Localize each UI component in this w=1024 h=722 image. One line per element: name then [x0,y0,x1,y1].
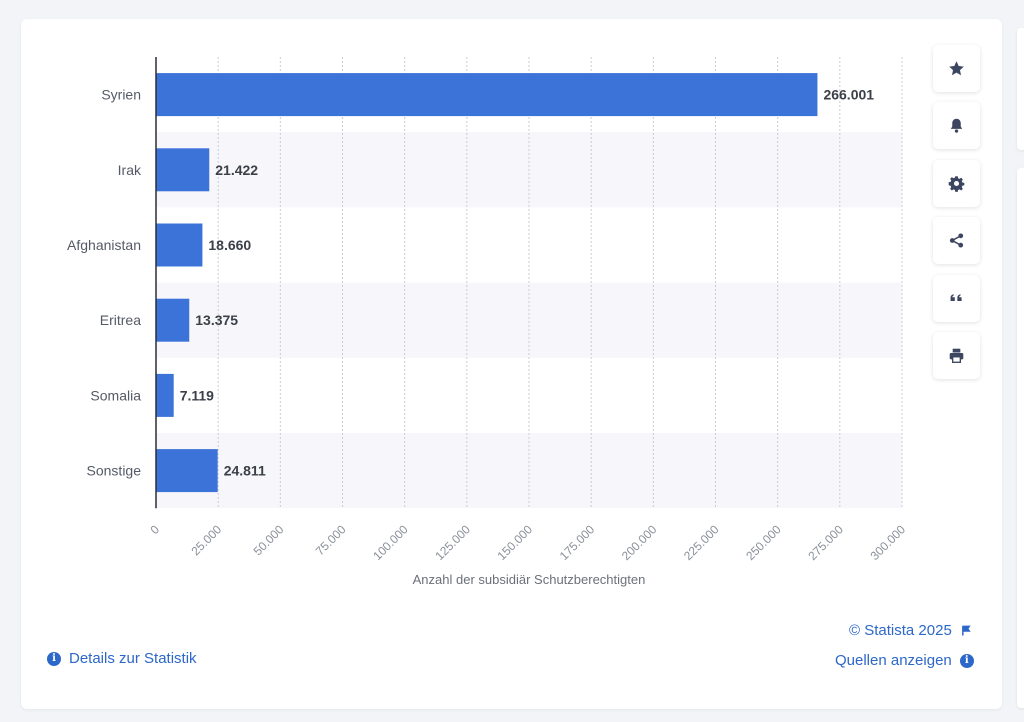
category-label: Afghanistan [67,237,141,253]
bell-icon [950,118,963,133]
x-tick-label: 300.000 [868,522,909,563]
value-labels: 266.001 21.422 18.660 13.375 7.119 24.811 [180,87,875,479]
x-tick-label: 25.000 [188,522,224,558]
x-tick-labels: 0 25.000 50.000 75.000 100.000 125.000 150.000… [147,522,908,563]
copyright-text: © Statista 2025 [849,622,952,639]
details-link[interactable]: i Details zur Statistik [47,650,197,667]
category-labels: Syrien Irak Afghanistan Eritrea Somalia Sonst… [67,87,142,479]
x-tick-label: 75.000 [313,522,349,558]
quote-icon [950,294,962,302]
bar[interactable] [156,223,203,267]
value-label: 7.119 [180,387,214,403]
notification-button[interactable] [933,102,980,149]
details-label: Details zur Statistik [69,650,197,667]
gear-icon [948,176,965,192]
value-label: 13.375 [195,312,238,328]
sources-label: Quellen anzeigen [835,652,952,669]
x-tick-label: 275.000 [805,522,846,563]
cite-button[interactable] [933,275,980,322]
printer-icon [949,348,964,363]
row-bands [156,132,902,509]
copyright-link[interactable]: © Statista 2025 [849,622,972,639]
sources-link[interactable]: Quellen anzeigen i [835,652,974,669]
adjacent-panel-edge [1017,28,1024,150]
x-tick-label: 250.000 [743,522,784,563]
category-label: Eritrea [100,312,141,328]
bar[interactable] [156,449,218,493]
bar[interactable] [156,298,190,342]
bar[interactable] [156,73,818,117]
info-icon: i [47,651,61,666]
category-label: Irak [118,162,142,178]
share-button[interactable] [933,217,980,264]
settings-button[interactable] [933,160,980,207]
value-label: 266.001 [823,87,874,103]
x-tick-label: 50.000 [251,522,287,558]
x-tick-label: 225.000 [681,522,722,563]
x-tick-label: 150.000 [495,522,536,563]
value-label: 24.811 [224,463,266,479]
print-button[interactable] [933,332,980,379]
x-tick-label: 175.000 [557,522,598,563]
value-label: 21.422 [215,162,258,178]
bar[interactable] [156,148,210,192]
x-tick-label: 100.000 [370,522,411,563]
share-icon [949,233,964,248]
bar[interactable] [156,373,174,417]
info-icon: i [959,653,974,668]
category-label: Sonstige [87,463,142,479]
bars [156,73,818,493]
star-icon [949,61,964,76]
x-tick-label: 0 [147,522,162,537]
flag-icon [961,625,971,636]
category-label: Syrien [101,87,141,103]
favorite-button[interactable] [933,45,980,92]
category-label: Somalia [90,387,141,403]
grid-lines [217,57,903,509]
x-tick-label: 200.000 [619,522,660,563]
adjacent-panel-edge-lower [1017,168,1024,708]
value-label: 18.660 [208,237,251,253]
x-tick-label: 125.000 [432,522,473,563]
x-axis-title: Anzahl der subsidiär Schutzberechtigten [413,572,646,587]
